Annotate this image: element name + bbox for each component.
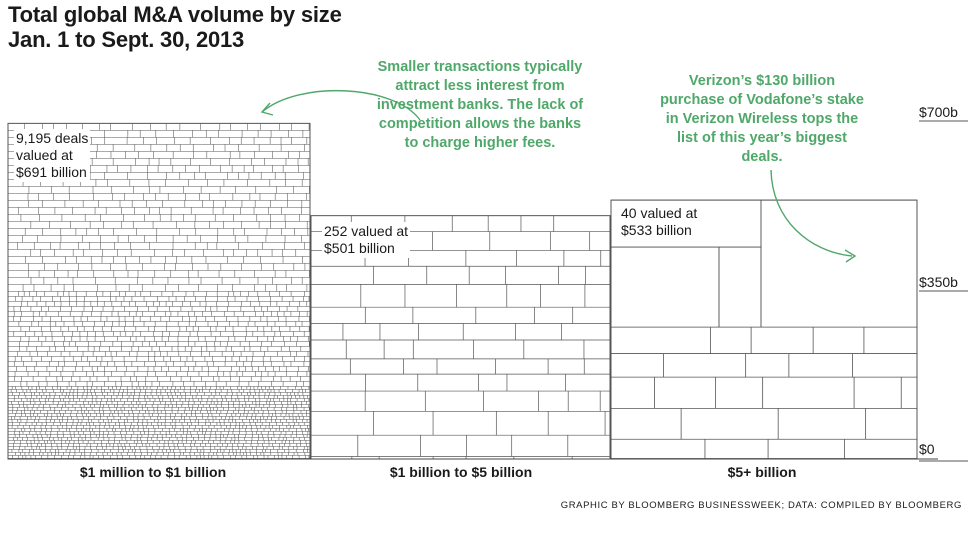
arrowhead-right-icon [844, 249, 857, 263]
bar-label-large-line1: 40 valued at [621, 205, 698, 221]
deal-block [718, 246, 762, 328]
bar-label-small: 9,195 deals valued at $691 billion [14, 129, 91, 182]
source-credit: Graphic by Bloomberg Businessweek; Data:… [560, 500, 962, 511]
bar-label-mid-line2: $501 billion [324, 240, 395, 256]
bar-label-large: 40 valued at $533 billion [619, 204, 700, 240]
y-tick-350: $350b [919, 274, 958, 290]
bar-label-mid-line1: 252 valued at [324, 223, 409, 239]
arrowhead-left-icon [260, 102, 274, 116]
deal-block [610, 246, 720, 328]
bar-label-small-line2: valued at [16, 147, 73, 163]
arrow-right-icon [770, 169, 853, 257]
category-label-mid: $1 billion to $5 billion [389, 464, 533, 480]
y-tick-700: $700b [919, 104, 958, 120]
bar-label-mid: 252 valued at $501 billion [322, 222, 411, 258]
y-tick-0: $0 [919, 441, 935, 457]
chart-title: Total global M&A volume by size [8, 2, 342, 27]
arrow-left-icon [261, 89, 421, 121]
bar-label-large-line2: $533 billion [621, 222, 692, 238]
category-label-large: $5+ billion [727, 464, 797, 480]
deal-block [760, 199, 918, 328]
chart-subtitle: Jan. 1 to Sept. 30, 2013 [8, 27, 245, 52]
category-label-small: $1 million to $1 billion [79, 464, 227, 480]
bar-label-small-line3: $691 billion [16, 164, 87, 180]
annotation-verizon: Verizon’s $130 billion purchase of Vodaf… [660, 73, 864, 165]
bar-label-small-line1: 9,195 deals [16, 130, 89, 146]
annotation-small-deals: Smaller transactions typically attract l… [376, 59, 584, 151]
